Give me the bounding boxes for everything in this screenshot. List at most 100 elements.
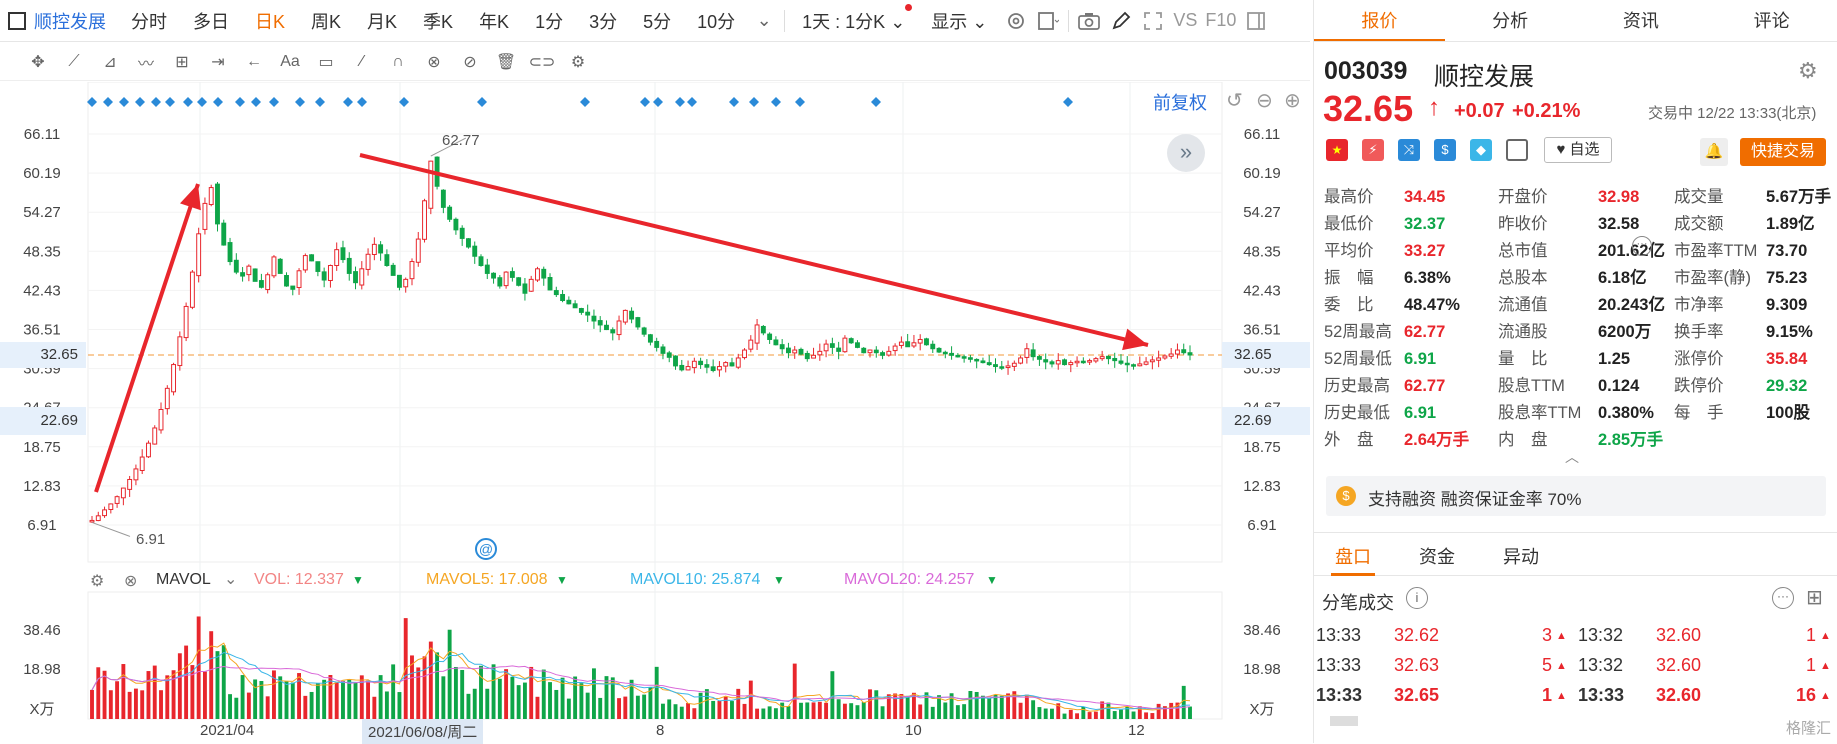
- volume-bar: [177, 653, 182, 719]
- camera-icon[interactable]: [1078, 10, 1101, 32]
- note-icon[interactable]: [1506, 139, 1528, 161]
- volume-bar: [1075, 713, 1080, 719]
- compare-button[interactable]: VS: [1173, 10, 1198, 30]
- link-icon[interactable]: ⊂⊃: [528, 53, 556, 71]
- move-icon[interactable]: ✥: [31, 53, 45, 71]
- tab-yearly-k[interactable]: 年K: [479, 11, 510, 32]
- undo-icon[interactable]: ↺: [1226, 90, 1243, 112]
- volume-settings-icon[interactable]: ⚙: [90, 573, 105, 590]
- arrow-icon[interactable]: ←: [246, 52, 262, 70]
- panel-toggle-icon[interactable]: [8, 11, 26, 30]
- text-icon[interactable]: Aa: [280, 52, 300, 70]
- tab-quarterly-k[interactable]: 季K: [423, 11, 454, 32]
- grid-icon[interactable]: ⊞: [1806, 587, 1823, 609]
- quote-field-label: 52周最高: [1324, 323, 1392, 341]
- tab-comments[interactable]: 评论: [1753, 11, 1790, 31]
- volume-bar: [246, 692, 251, 719]
- fib-icon[interactable]: ⊞: [175, 53, 189, 71]
- tab-timeshare[interactable]: 分时: [131, 11, 167, 32]
- tab-news[interactable]: 资讯: [1622, 11, 1659, 31]
- candle-body: [189, 271, 195, 308]
- f10-button[interactable]: F10: [1205, 10, 1237, 30]
- hide-icon[interactable]: ⊘: [463, 53, 477, 71]
- chevron-down-icon[interactable]: ⌄: [756, 10, 772, 30]
- channel-icon[interactable]: ⊿: [103, 53, 117, 71]
- tab-daily-k[interactable]: 日K: [255, 11, 286, 32]
- up-arrow-icon: ▲: [1820, 630, 1831, 642]
- tab-quote[interactable]: 报价: [1314, 0, 1445, 41]
- zoom-out-icon[interactable]: ⊖: [1256, 90, 1273, 112]
- downtrend-arrow-head: [1122, 328, 1148, 351]
- flag-icon[interactable]: ★: [1326, 139, 1348, 161]
- price-tick-label: 36.51: [1243, 322, 1281, 339]
- volume-bar: [748, 680, 753, 719]
- scroll-handle[interactable]: [1330, 716, 1358, 726]
- shuffle-icon[interactable]: ⤨: [1398, 139, 1420, 161]
- volume-indicator-name[interactable]: MAVOL: [156, 571, 211, 588]
- layout-icon[interactable]: [1037, 10, 1060, 32]
- volume-ma-lines: [91, 642, 1191, 712]
- tab-3min[interactable]: 3分: [589, 11, 618, 32]
- zoom-in-icon[interactable]: ⊕: [1284, 90, 1301, 112]
- candle-body: [867, 349, 873, 354]
- volume-close-icon[interactable]: ⊗: [124, 573, 138, 590]
- line-icon[interactable]: ⟋: [68, 52, 80, 70]
- expand-button[interactable]: »: [1167, 134, 1205, 172]
- sidebar-toggle-icon[interactable]: [1245, 10, 1267, 32]
- quote-field-value: 6.38%: [1404, 269, 1451, 287]
- more-icon[interactable]: ···: [1632, 236, 1652, 256]
- quote-field: 量 比 1.25: [1498, 345, 1630, 369]
- lock-icon[interactable]: ⊗: [427, 53, 441, 71]
- adjust-button[interactable]: 前复权: [1153, 93, 1207, 113]
- settings-icon[interactable]: ⚙: [570, 53, 586, 71]
- bell-icon[interactable]: 🔔: [1700, 138, 1728, 166]
- tab-weekly-k[interactable]: 周K: [311, 11, 342, 32]
- more-icon[interactable]: ···: [1772, 587, 1794, 609]
- candle-body: [183, 305, 189, 339]
- pencil-icon[interactable]: [1110, 10, 1132, 32]
- quote-field-value: 32.58: [1598, 215, 1640, 233]
- dollar-icon[interactable]: $: [1434, 139, 1456, 161]
- display-menu[interactable]: 显示 ⌄: [931, 11, 988, 32]
- collapse-icon[interactable]: ︿: [1565, 449, 1579, 465]
- volume-bar: [522, 682, 527, 719]
- candle-body: [560, 294, 566, 302]
- comment-icon[interactable]: ▭: [318, 53, 334, 71]
- tab-anomalies[interactable]: 异动: [1503, 547, 1539, 567]
- ruler-icon[interactable]: ∕: [360, 52, 364, 70]
- settings-icon[interactable]: ⚙: [1798, 58, 1818, 83]
- quote-field: 52周最高 62.77: [1324, 318, 1445, 342]
- info-icon[interactable]: i: [1406, 587, 1428, 609]
- trade-volume: 16: [1795, 685, 1816, 705]
- tab-funds[interactable]: 资金: [1419, 547, 1455, 567]
- event-marker-icon: [269, 97, 279, 107]
- tab-orderbook[interactable]: 盘口: [1335, 547, 1371, 567]
- tab-analysis[interactable]: 分析: [1492, 11, 1529, 31]
- tab-5min[interactable]: 5分: [643, 11, 672, 32]
- tag-icon[interactable]: ◆: [1470, 139, 1492, 161]
- tab-1min[interactable]: 1分: [535, 11, 564, 32]
- stock-name-link[interactable]: 顺控发展: [34, 11, 106, 32]
- trade-price: 32.60: [1656, 685, 1702, 705]
- tab-10min[interactable]: 10分: [697, 11, 736, 32]
- settings-icon[interactable]: [1005, 10, 1027, 32]
- lightning-icon[interactable]: ⚡: [1362, 139, 1384, 161]
- magnet-icon[interactable]: ∩: [392, 52, 404, 70]
- measure-icon[interactable]: ⇥: [211, 53, 225, 71]
- fullscreen-icon[interactable]: [1142, 10, 1164, 32]
- candle-body: [503, 271, 509, 287]
- quick-trade-button[interactable]: 快捷交易: [1740, 138, 1826, 166]
- trade-time: 13:32: [1578, 655, 1624, 675]
- at-icon[interactable]: @: [475, 538, 497, 560]
- period-select[interactable]: 1天 : 1分K ⌄: [789, 3, 918, 34]
- kline-chart[interactable]: 66.11 66.11 60.19 60.19 54.27 54.27 48.35 48.35…: [0, 82, 1312, 743]
- watchlist-button[interactable]: ♥ 自选: [1544, 137, 1612, 163]
- chevron-down-icon[interactable]: ⌄: [224, 571, 238, 588]
- tab-monthly-k[interactable]: 月K: [367, 11, 398, 32]
- trash-icon[interactable]: 🗑: [495, 53, 517, 71]
- event-marker-icon: [235, 97, 245, 107]
- wave-icon[interactable]: 〰: [137, 55, 154, 73]
- quote-field: 振 幅 6.38%: [1324, 264, 1451, 288]
- tab-multiday[interactable]: 多日: [193, 11, 229, 32]
- candle-body: [447, 206, 453, 220]
